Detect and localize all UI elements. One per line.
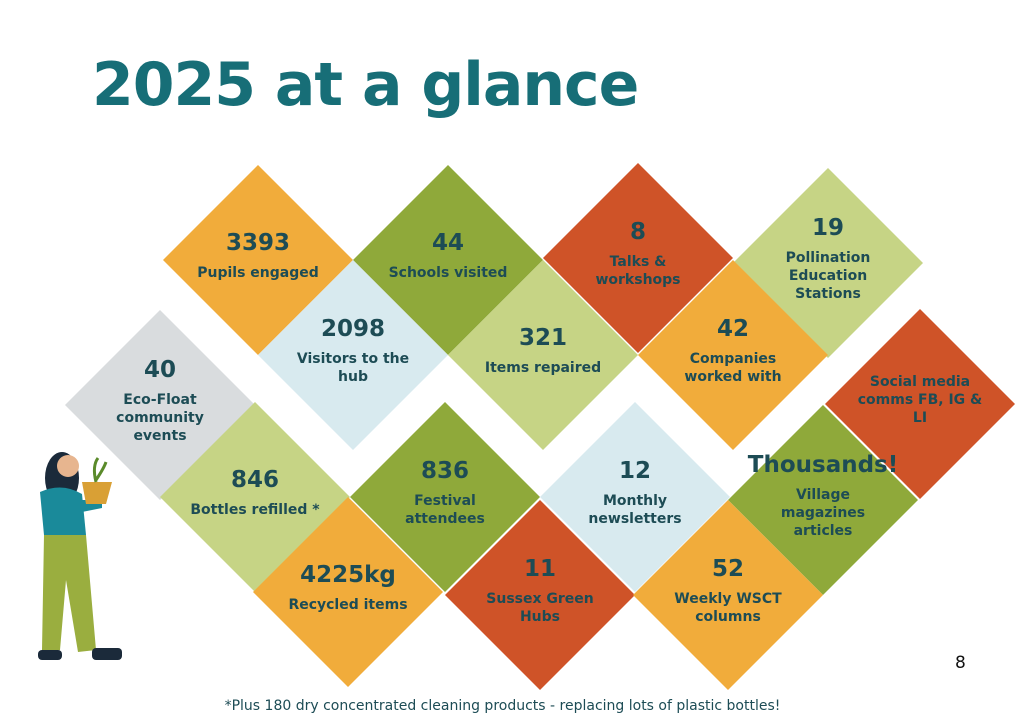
- stat-label: Village magazines articles: [780, 487, 866, 539]
- stat-number: 3393: [225, 230, 290, 256]
- title: 2025 at a glance: [92, 50, 639, 120]
- stat-label: Sussex Green Hubs: [486, 591, 594, 625]
- stat-tile: [638, 260, 828, 450]
- footnote: *Plus 180 dry concentrated cleaning prod…: [224, 698, 781, 714]
- stat-tile: [633, 500, 823, 690]
- stat-number: 42: [716, 316, 749, 342]
- stat-number: 8: [629, 219, 646, 245]
- stat-tile: [350, 402, 540, 592]
- stat-tile: [543, 163, 733, 353]
- stat-label: Festival attendees: [405, 493, 485, 527]
- stat-tile: [540, 402, 730, 592]
- stat-label: Pollination Education Stations: [785, 250, 871, 302]
- tile-text: 846 Bottles refilled *: [189, 467, 321, 519]
- tile-text: 11 Sussex Green Hubs: [474, 556, 606, 626]
- tile-text: 321 Items repaired: [477, 325, 609, 377]
- tile-text: 42 Companies worked with: [667, 316, 799, 386]
- stat-label: Eco-Float community events: [116, 392, 204, 444]
- stat-number: 4225kg: [300, 562, 396, 588]
- tile-text: 836 Festival attendees: [379, 458, 511, 528]
- tile-text: 44 Schools visited: [382, 230, 514, 282]
- stat-number: 44: [431, 230, 464, 256]
- stat-label: Visitors to the hub: [296, 351, 410, 385]
- tile-text: 3393 Pupils engaged: [192, 230, 324, 282]
- tile-text: 8 Talks & workshops: [572, 219, 704, 289]
- stat-label: Weekly WSCT columns: [674, 591, 782, 625]
- stat-label: Pupils engaged: [197, 265, 319, 281]
- stat-label: Bottles refilled *: [190, 502, 320, 518]
- stat-number: 846: [230, 467, 279, 493]
- stat-label: Schools visited: [388, 265, 508, 281]
- stat-number: 40: [143, 357, 176, 383]
- tile-text: Thousands! Village magazines articles: [748, 452, 898, 540]
- tile-text: 12 Monthly newsletters: [569, 458, 701, 528]
- tile-text: 52 Weekly WSCT columns: [662, 556, 794, 626]
- tile-text: 19 Pollination Education Stations: [762, 215, 894, 303]
- stat-number: 12: [618, 458, 651, 484]
- stat-tile: [825, 309, 1015, 499]
- stat-label: Monthly newsletters: [588, 493, 682, 527]
- stat-number: 11: [523, 556, 556, 582]
- stat-label: Companies worked with: [684, 351, 782, 385]
- tile-text: 2098 Visitors to the hub: [287, 316, 419, 386]
- stat-tile: [258, 260, 448, 450]
- stat-number: 19: [811, 215, 844, 241]
- stat-number: 321: [518, 325, 567, 351]
- stat-label: Social media comms FB, IG & LI: [857, 374, 983, 426]
- stat-tile: [253, 497, 443, 687]
- stat-number: 2098: [320, 316, 385, 342]
- tile-text: Social media comms FB, IG & LI: [854, 373, 986, 427]
- stat-number: 52: [711, 556, 744, 582]
- tile-text: 4225kg Recycled items: [282, 562, 414, 614]
- stat-label: Talks & workshops: [595, 254, 681, 288]
- stat-label: Recycled items: [288, 597, 408, 613]
- stat-number: 836: [420, 458, 469, 484]
- stat-tile: [448, 260, 638, 450]
- tile-text: 40 Eco-Float community events: [94, 357, 226, 445]
- stat-number: Thousands!: [747, 452, 899, 478]
- page-number: 8: [955, 653, 966, 673]
- stat-tile: [445, 500, 635, 690]
- stat-label: Items repaired: [484, 360, 602, 376]
- person-illustration: [38, 452, 122, 660]
